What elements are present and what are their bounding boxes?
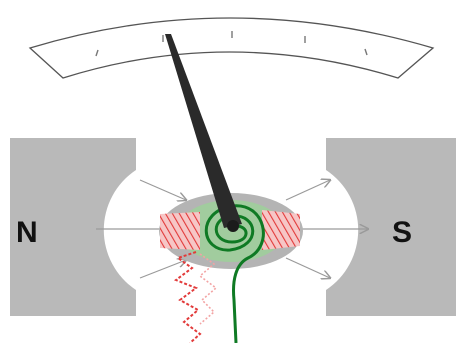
field-line bbox=[285, 257, 330, 278]
field-line bbox=[285, 180, 330, 201]
coil-winding-left bbox=[160, 212, 200, 250]
scale-tick bbox=[364, 48, 368, 56]
scale-ticks bbox=[95, 31, 368, 57]
magnet-south bbox=[326, 138, 456, 316]
lead-wire bbox=[173, 251, 202, 343]
coil-windings bbox=[160, 210, 300, 250]
field-line bbox=[139, 179, 186, 200]
pivot-icon bbox=[227, 220, 239, 232]
north-label: N bbox=[16, 216, 38, 249]
meter-scale bbox=[28, 17, 435, 79]
hairspring bbox=[204, 204, 265, 343]
south-pole-piece bbox=[326, 138, 456, 316]
magnet-north bbox=[10, 138, 136, 316]
scale-band bbox=[28, 17, 435, 79]
scale-tick bbox=[95, 49, 99, 57]
coil-winding-right bbox=[262, 210, 300, 250]
needle-icon bbox=[165, 34, 242, 228]
pointer bbox=[165, 34, 242, 232]
hairspring-wire bbox=[204, 204, 265, 343]
south-label: S bbox=[392, 216, 412, 249]
current-lead bbox=[173, 251, 218, 343]
field-line bbox=[139, 260, 186, 279]
north-pole-piece bbox=[10, 138, 136, 316]
lead-wire-return bbox=[198, 253, 218, 325]
